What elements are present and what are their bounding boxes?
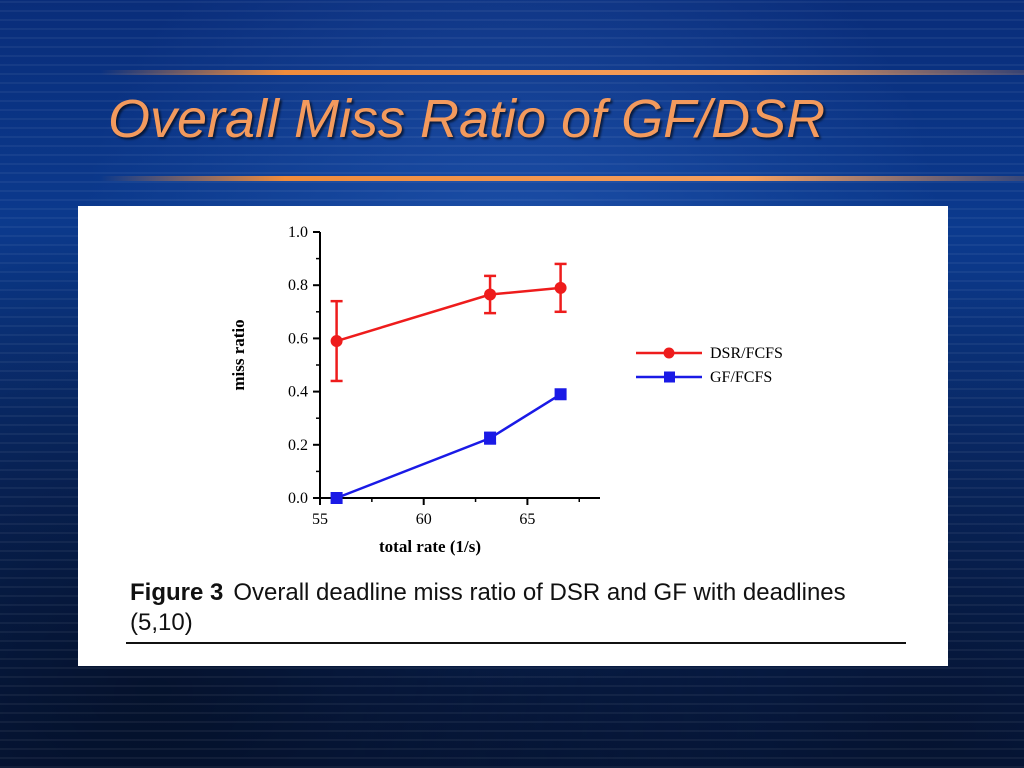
y-tick-label: 0.8 [288,277,308,294]
data-point [484,432,497,445]
legend-label: GF/FCFS [710,369,772,386]
y-tick-label: 0.6 [288,330,308,347]
y-axis-label: miss ratio [229,319,248,390]
x-tick-label: 55 [312,511,328,528]
figure-caption: Figure 3 Overall deadline miss ratio of D… [130,578,890,638]
series-line-0 [336,286,561,343]
legend-label: DSR/FCFS [710,345,783,362]
figure-panel: 0.0 0.2 0.4 0.6 0.8 1.0 55 60 65 total rate (1/s)… [78,206,948,666]
legend-marker [663,347,675,359]
title-rule-bottom [100,176,1024,181]
x-axis-label: total rate (1/s) [379,537,481,556]
y-tick-label: 0.2 [288,437,308,454]
slide-title: Overall Miss Ratio of GF/DSR [108,89,826,149]
y-tick-label: 0.0 [288,490,308,507]
miss-ratio-chart: 0.0 0.2 0.4 0.6 0.8 1.0 55 60 65 total rate (1/s)… [229,224,783,556]
x-tick-label: 65 [519,511,535,528]
title-rule-top [100,70,1024,75]
caption-label: Figure 3 [130,579,224,606]
caption-text: Overall deadline miss ratio of DSR and G… [130,579,846,636]
x-tick-label: 60 [416,511,432,528]
data-point [484,288,497,301]
data-point [554,388,567,401]
data-point [330,492,343,504]
series-line-1 [336,393,562,500]
caption-underline [126,642,906,644]
data-point [330,335,343,348]
y-tick-label: 1.0 [288,224,308,241]
data-point [554,281,567,294]
y-tick-label: 0.4 [288,384,308,401]
legend-marker [664,371,675,383]
